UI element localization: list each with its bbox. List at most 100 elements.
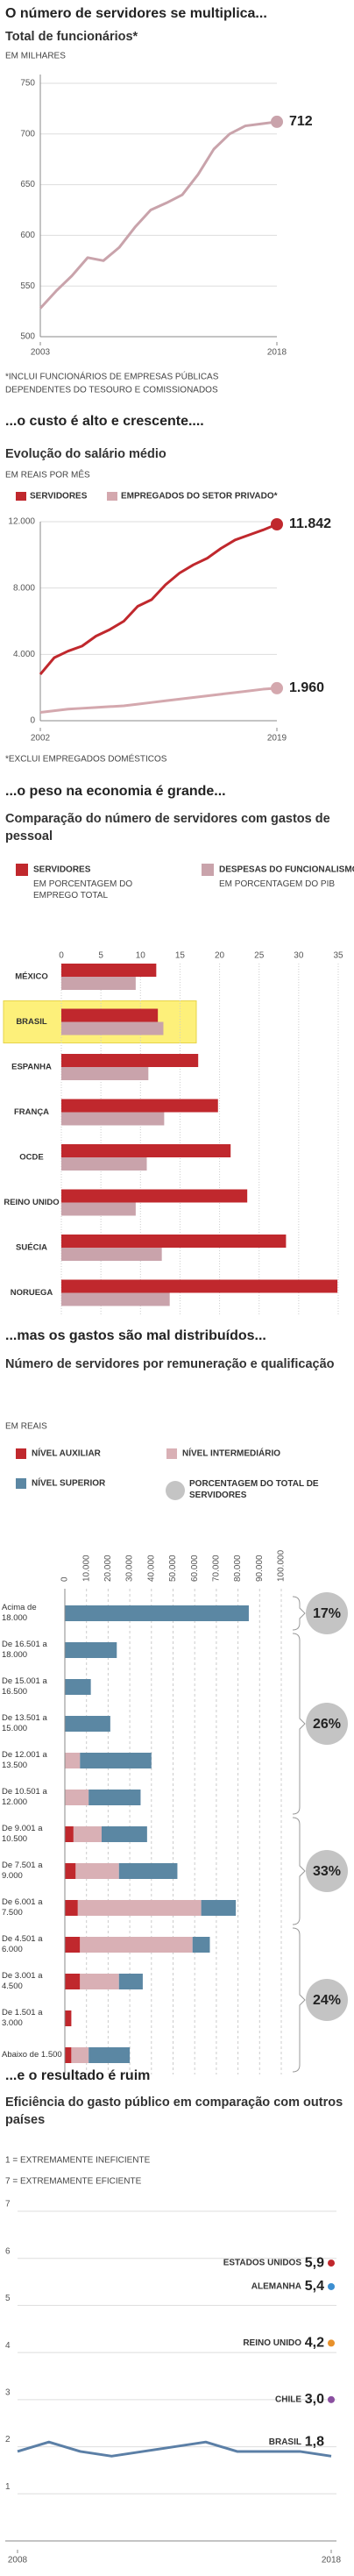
category-label-box: Acima de 18.000 [2, 1603, 37, 1623]
category-label: NORUEGA [11, 1288, 53, 1298]
end-label: 5,9 [305, 2255, 324, 2270]
category-label-box: De 13.501 a 15.000 [2, 1713, 47, 1733]
unit: EM REAIS POR MÊS [5, 469, 90, 480]
bar-segment [65, 1863, 76, 1879]
category-label: De 16.501 a 18.000 [2, 1640, 47, 1660]
y-tick-label: 12.000 [8, 517, 35, 527]
bar-segment [80, 1937, 193, 1953]
bar-segment [65, 1937, 81, 1953]
share-label: 24% [313, 1993, 341, 2008]
y-tick-label: 700 [20, 129, 35, 139]
bar-segment [75, 1863, 119, 1879]
y-tick-label: 750 [20, 79, 35, 89]
y-tick-label: 2 [5, 2435, 11, 2444]
category-label: MÉXICO [15, 972, 47, 982]
y-tick-label: 7 [5, 2200, 11, 2210]
bar [61, 1248, 162, 1261]
legend-swatch [107, 492, 117, 501]
bar-segment [118, 1974, 143, 1989]
bar-segment [65, 1716, 110, 1732]
bar-segment [80, 1974, 119, 1989]
end-dot [271, 681, 283, 694]
series-name: CHILE [275, 2395, 301, 2404]
x-tick-label: 35 [333, 951, 343, 961]
bar [61, 1157, 147, 1171]
bar-segment [192, 1937, 210, 1953]
x-tick-label: 5 [98, 951, 103, 961]
y-tick-label: 550 [20, 281, 35, 291]
bar-segment [118, 1863, 178, 1879]
headline: O número de servidores se multiplica... [5, 6, 267, 21]
line [17, 2440, 332, 2458]
bar-segment [77, 1900, 202, 1916]
headline: ...o custo é alto e crescente.... [5, 414, 204, 429]
bar-segment [65, 1790, 89, 1805]
subtitle: Eficiência do gasto público em comparaçã… [5, 2096, 343, 2127]
x-tick-label: 20 [215, 951, 225, 961]
line [39, 523, 278, 675]
bar [61, 1279, 338, 1293]
legend-label: NÍVEL SUPERIOR [32, 1477, 106, 1489]
category-label: BRASIL [16, 1017, 47, 1027]
bar [61, 977, 136, 990]
category-label: De 10.501 a 12.000 [2, 1787, 47, 1807]
category-label-box: De 4.501 a 6.000 [2, 1934, 42, 1954]
legend-circle [166, 1481, 185, 1500]
x-tick-label: 2019 [267, 734, 287, 744]
bar [61, 964, 157, 977]
x-tick-label: 30.000 [125, 1555, 135, 1582]
series-name: ESTADOS UNIDOS [223, 2259, 302, 2268]
line [39, 120, 278, 310]
bar-segment [101, 1826, 147, 1842]
x-tick-label: 2003 [31, 348, 51, 358]
category-label-box: De 16.501 a 18.000 [2, 1640, 47, 1660]
series-name: ALEMANHA [251, 2282, 301, 2292]
x-tick-label: 0 [59, 951, 64, 961]
bar-segment [88, 1790, 141, 1805]
footnote: *EXCLUI EMPREGADOS DOMÉSTICOS [5, 753, 167, 765]
x-tick-label: 0 [60, 1576, 70, 1582]
unit: EM REAIS [5, 1422, 47, 1432]
end-label: 712 [289, 114, 313, 129]
x-tick-label: 20.000 [103, 1555, 113, 1582]
bar [61, 1021, 164, 1035]
y-tick-label: 8.000 [13, 583, 35, 593]
category-label: De 13.501 a 15.000 [2, 1713, 47, 1733]
legend-description: EM PORCENTAGEM DO EMPREGO TOTAL [33, 879, 133, 900]
bar [61, 1067, 149, 1080]
bracket [292, 1817, 306, 1925]
y-tick-label: 5 [5, 2294, 11, 2303]
x-tick-label: 2008 [8, 2556, 28, 2565]
bar-segment [73, 1826, 102, 1842]
x-tick-label: 50.000 [168, 1555, 178, 1582]
x-tick-label: 10 [136, 951, 146, 961]
category-label: Acima de 18.000 [2, 1603, 37, 1623]
end-label: 4,2 [305, 2336, 324, 2351]
category-label-box: De 7.501 a 9.000 [2, 1861, 42, 1881]
end-label: 11.842 [289, 516, 331, 531]
x-tick-label: 100.000 [277, 1549, 287, 1582]
bar [61, 1189, 248, 1203]
subtitle: Evolução do salário médio [5, 447, 166, 461]
bar-segment [201, 1900, 237, 1916]
series-name: BRASIL [269, 2437, 301, 2447]
legend-label: PORCENTAGEM DO TOTAL DE SERVIDORES [189, 1479, 319, 1500]
legend-swatch [16, 1448, 26, 1459]
headline: ...e o resultado é ruim [5, 2068, 150, 2083]
category-label: De 3.001 a 4.500 [2, 1971, 43, 1991]
category-label: De 1.501 a 3.000 [2, 2008, 43, 2028]
bar [61, 1144, 231, 1157]
bar [61, 1235, 287, 1248]
end-dot [328, 2339, 335, 2347]
x-tick-label: 2018 [267, 348, 287, 358]
bar [61, 1202, 136, 1216]
bar-segment [71, 2047, 89, 2063]
share-label: 33% [313, 1864, 341, 1879]
category-label-box: De 9.001 a 10.500 [2, 1824, 42, 1844]
category-label: ESPANHA [11, 1063, 52, 1072]
legend-swatch [16, 1478, 26, 1489]
category-label: REINO UNIDO [4, 1198, 59, 1207]
bar-segment [65, 2010, 72, 2026]
legend-swatch [202, 864, 214, 876]
